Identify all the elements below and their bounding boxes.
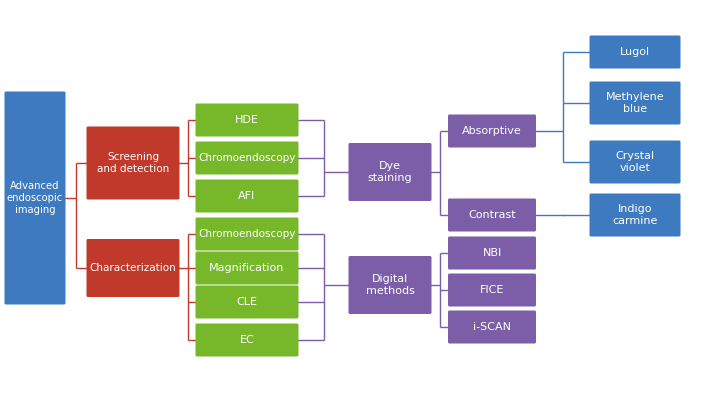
FancyBboxPatch shape	[349, 143, 432, 201]
FancyBboxPatch shape	[349, 256, 432, 314]
FancyBboxPatch shape	[195, 251, 299, 284]
FancyBboxPatch shape	[87, 126, 180, 200]
Text: Methylene
blue: Methylene blue	[606, 92, 664, 114]
FancyBboxPatch shape	[4, 91, 65, 305]
FancyBboxPatch shape	[195, 103, 299, 137]
Text: Lugol: Lugol	[620, 47, 650, 57]
Text: HDE: HDE	[235, 115, 259, 125]
Text: i-SCAN: i-SCAN	[473, 322, 511, 332]
FancyBboxPatch shape	[195, 141, 299, 175]
Text: Characterization: Characterization	[90, 263, 176, 273]
FancyBboxPatch shape	[195, 179, 299, 213]
Text: CLE: CLE	[236, 297, 258, 307]
Text: AFI: AFI	[238, 191, 256, 201]
Text: Digital
methods: Digital methods	[366, 274, 415, 296]
FancyBboxPatch shape	[448, 198, 536, 232]
Text: Indigo
carmine: Indigo carmine	[612, 204, 658, 226]
Text: Crystal
violet: Crystal violet	[616, 151, 654, 173]
FancyBboxPatch shape	[448, 310, 536, 343]
Text: Contrast: Contrast	[468, 210, 516, 220]
FancyBboxPatch shape	[195, 324, 299, 356]
Text: EC: EC	[240, 335, 254, 345]
Text: FICE: FICE	[480, 285, 504, 295]
FancyBboxPatch shape	[87, 239, 180, 297]
Text: NBI: NBI	[483, 248, 502, 258]
FancyBboxPatch shape	[448, 114, 536, 147]
FancyBboxPatch shape	[448, 236, 536, 270]
FancyBboxPatch shape	[589, 82, 680, 124]
FancyBboxPatch shape	[589, 141, 680, 183]
FancyBboxPatch shape	[195, 217, 299, 251]
Text: Chromoendoscopy: Chromoendoscopy	[198, 153, 296, 163]
FancyBboxPatch shape	[448, 274, 536, 307]
Text: Dye
staining: Dye staining	[368, 161, 412, 183]
Text: Absorptive: Absorptive	[462, 126, 522, 136]
Text: Screening
and detection: Screening and detection	[97, 152, 169, 174]
FancyBboxPatch shape	[589, 36, 680, 69]
Text: Advanced
endoscopic
imaging: Advanced endoscopic imaging	[7, 181, 63, 215]
FancyBboxPatch shape	[589, 194, 680, 236]
Text: Chromoendoscopy: Chromoendoscopy	[198, 229, 296, 239]
FancyBboxPatch shape	[195, 286, 299, 318]
Text: Magnification: Magnification	[209, 263, 285, 273]
